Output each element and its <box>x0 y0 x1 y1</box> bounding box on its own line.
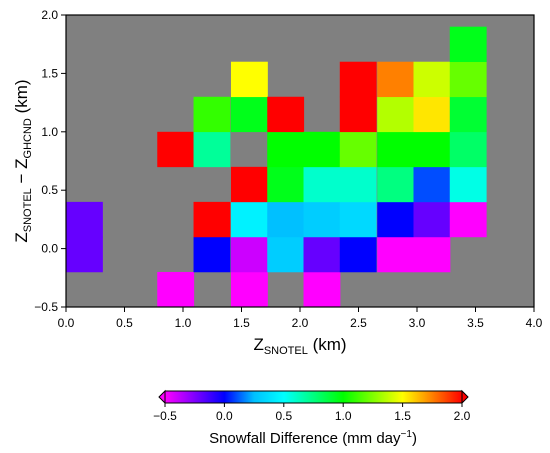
colorbar-left-arrow <box>158 389 166 405</box>
heatmap-cell <box>377 201 415 238</box>
colorbar-label-exp: −1 <box>401 429 413 440</box>
heatmap-cell <box>339 236 377 273</box>
y-axis-title-sub1: SNOTEL <box>22 188 34 232</box>
y-axis-title-main1: Z <box>12 232 31 242</box>
heatmap-cell <box>339 61 377 98</box>
heatmap-cell <box>413 96 451 133</box>
colorbar-label: Snowfall Difference (mm day−1) <box>209 429 417 447</box>
heatmap-cell <box>413 131 451 168</box>
colorbar-tick-label: 1.5 <box>394 409 411 423</box>
y-axis-title-sub2: GHCND <box>22 118 34 158</box>
heatmap-cell <box>303 131 341 168</box>
heatmap-cell <box>413 61 451 98</box>
heatmap-cell <box>193 96 231 133</box>
heatmap-cell <box>339 96 377 133</box>
heatmap-cell <box>193 236 231 273</box>
x-tick-label: 3.5 <box>467 316 484 330</box>
colorbar-label-text: Snowfall Difference (mm day <box>209 430 401 447</box>
heatmap-cell <box>339 166 377 203</box>
y-axis-title-main2: Z <box>12 158 31 168</box>
heatmap-cell <box>267 96 305 133</box>
x-tick-label: 0.5 <box>116 316 133 330</box>
heatmap-cell <box>267 166 305 203</box>
heatmap-cell <box>377 236 415 273</box>
heatmap-cell <box>66 201 103 238</box>
colorbar-label-close: ) <box>412 430 417 447</box>
heatmap-cell <box>230 61 268 98</box>
heatmap-cell <box>449 96 487 133</box>
y-tick-label: 0.0 <box>41 242 58 256</box>
x-tick-label: 2.5 <box>350 316 367 330</box>
heatmap-cell <box>413 201 451 238</box>
colorbar-tick-label: 1.0 <box>335 409 352 423</box>
heatmap-cell <box>230 166 268 203</box>
heatmap-cell <box>449 201 487 238</box>
x-tick-label: 0.0 <box>58 316 75 330</box>
y-axis-title: ZSNOTEL − ZGHCND (km) <box>12 79 34 242</box>
heatmap-cell <box>193 131 231 168</box>
heatmap-cell <box>377 131 415 168</box>
colorbar: −0.5 0.0 0.5 1.0 1.5 2.0 Snowfall Difference … <box>153 389 471 447</box>
heatmap-cell <box>449 166 487 203</box>
heatmap-cell <box>449 131 487 168</box>
heatmap-cell <box>230 96 268 133</box>
heatmap-cell <box>66 236 103 273</box>
x-axis-title-unit: (km) <box>308 335 347 354</box>
heatmap-cell <box>377 96 415 133</box>
x-axis-title: ZSNOTEL (km) <box>253 335 346 357</box>
heatmap-cell <box>413 166 451 203</box>
y-tick-label: 2.0 <box>41 8 58 22</box>
colorbar-tick-label: 2.0 <box>454 409 471 423</box>
heatmap-cell <box>377 166 415 203</box>
colorbar-tick-label: 0.0 <box>216 409 233 423</box>
heatmap-cell <box>303 201 341 238</box>
heatmap-cell <box>267 236 305 273</box>
heatmap-cell <box>230 201 268 238</box>
heatmap-cell <box>377 61 415 98</box>
heatmap-cell <box>230 236 268 273</box>
x-tick-label: 1.0 <box>175 316 192 330</box>
x-tick-label: 1.5 <box>233 316 250 330</box>
y-tick-label: 1.0 <box>41 125 58 139</box>
x-axis-title-main: Z <box>253 335 263 354</box>
x-axis-title-sub: SNOTEL <box>264 345 308 357</box>
x-axis-ticks: 0.0 0.5 1.0 1.5 2.0 2.5 3.0 3.5 4.0 <box>58 307 543 330</box>
colorbar-tick-label: −0.5 <box>153 409 177 423</box>
heatmap-cell <box>193 201 231 238</box>
heatmap-cell <box>449 61 487 98</box>
heatmap-cell <box>413 236 451 273</box>
heatmap-cell <box>303 271 341 307</box>
heatmap-cell <box>230 271 268 307</box>
heatmap-cell <box>339 131 377 168</box>
heatmap-cell <box>157 131 195 168</box>
y-axis-title-unit: (km) <box>12 79 31 118</box>
colorbar-ticks: −0.5 0.0 0.5 1.0 1.5 2.0 <box>153 403 471 423</box>
heatmap-cell <box>339 201 377 238</box>
y-tick-label: −0.5 <box>34 300 58 314</box>
x-tick-label: 4.0 <box>526 316 543 330</box>
colorbar-tick-label: 0.5 <box>275 409 292 423</box>
x-tick-label: 2.0 <box>292 316 309 330</box>
y-axis-ticks: −0.5 0.0 0.5 1.0 1.5 2.0 <box>34 8 66 314</box>
heatmap-cell <box>303 236 341 273</box>
y-axis-title-minus: − <box>12 169 31 188</box>
heatmap-cell <box>303 166 341 203</box>
colorbar-bar <box>164 390 463 404</box>
heatmap-cell <box>157 271 195 307</box>
heatmap-cell <box>267 201 305 238</box>
heatmap-cells <box>66 26 487 307</box>
x-tick-label: 3.0 <box>409 316 426 330</box>
heatmap-cell <box>449 26 487 63</box>
y-tick-label: 1.5 <box>41 66 58 80</box>
y-tick-label: 0.5 <box>41 183 58 197</box>
heatmap-cell <box>267 131 305 168</box>
colorbar-right-arrow <box>461 389 469 405</box>
